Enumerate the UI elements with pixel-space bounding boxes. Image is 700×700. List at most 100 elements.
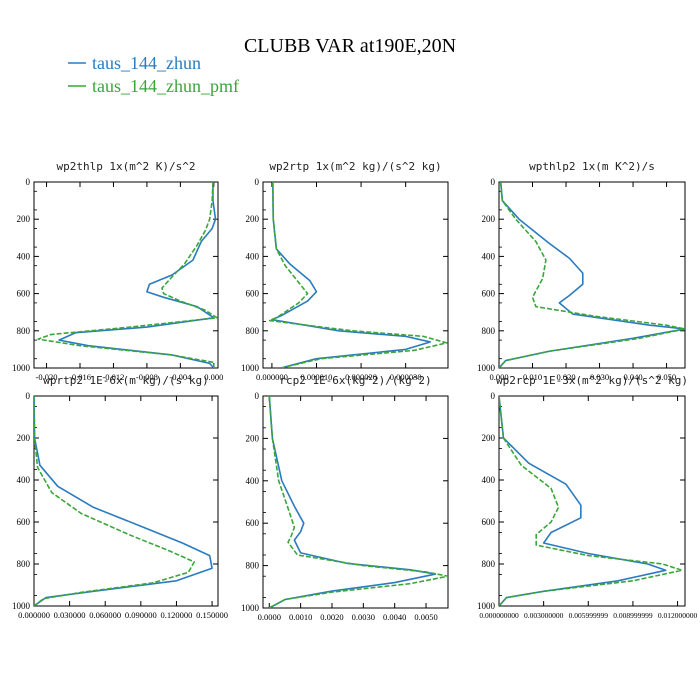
y-tick-label: 200 — [482, 433, 496, 443]
x-tick-label: 0.000010 — [301, 372, 333, 382]
panel-title: wp2rcp 1E-3x(m^2 kg)/(s^2 kg) — [496, 374, 688, 387]
y-tick-label: 1000 — [477, 363, 496, 373]
panel-3: wpthlp2 1x(m K^2)/s 0 200 400 600 800 10000.00… — [477, 160, 686, 382]
series-line-2 — [499, 396, 683, 606]
legend-label-series-1: taus_144_zhun — [92, 53, 201, 73]
y-tick-label: 1000 — [241, 363, 260, 373]
y-tick-label: 800 — [482, 326, 496, 336]
x-tick-label: 0.000000 — [256, 372, 288, 382]
panel-4: wprtp2 1E-6x(m kg)/(s kg) 0 200 400 600 800 10… — [12, 374, 228, 620]
x-tick-label: 0.0000 — [258, 612, 281, 622]
x-tick-label: 0.0020 — [320, 612, 343, 622]
plot-frame — [498, 181, 686, 369]
series-line-2 — [268, 396, 448, 608]
x-tick-label: 0.0040 — [383, 612, 406, 622]
y-tick-label: 0 — [255, 177, 260, 187]
x-tick-label: 0.0010 — [289, 612, 312, 622]
series-line-1 — [499, 182, 685, 368]
panel-6: wp2rcp 1E-3x(m^2 kg)/(s^2 kg)0 200 400 600 8… — [477, 374, 697, 620]
y-tick-label: 0 — [491, 177, 496, 187]
x-tick-label: 0.000000000 — [479, 611, 519, 620]
x-tick-label: 0.050 — [657, 372, 676, 382]
x-tick-label: 0.005999999 — [569, 611, 609, 620]
x-tick-label: -0.016 — [69, 372, 91, 382]
panel-title: rcp2 1E-6x(kg^2)/(kg^2) — [279, 374, 431, 387]
series-line-2 — [34, 396, 196, 606]
y-tick-label: 400 — [246, 251, 260, 261]
plot-frame — [262, 395, 449, 609]
y-tick-label: 600 — [482, 517, 496, 527]
x-tick-label: -0.004 — [169, 372, 192, 382]
series-line-1 — [271, 182, 431, 368]
x-tick-label: 0.020 — [556, 372, 575, 382]
plot-frame — [33, 395, 219, 607]
panel-title: wp2rtp 1x(m^2 kg)/(s^2 kg) — [269, 160, 441, 173]
y-tick-label: 400 — [482, 251, 496, 261]
y-tick-label: 600 — [246, 289, 260, 299]
y-tick-label: 1000 — [477, 601, 496, 611]
panel-title: wpthlp2 1x(m K^2)/s — [529, 160, 655, 173]
x-tick-label: 0.0050 — [414, 612, 437, 622]
series-line-2 — [499, 182, 685, 368]
y-tick-label: 400 — [17, 251, 31, 261]
x-tick-label: 0.012000000 — [658, 611, 698, 620]
y-tick-label: 600 — [482, 289, 496, 299]
x-tick-label: 0.030 — [590, 372, 609, 382]
series-line-1 — [268, 396, 437, 608]
y-tick-label: 1000 — [12, 363, 31, 373]
y-tick-label: 0 — [26, 391, 31, 401]
series-line-1 — [58, 182, 217, 368]
figure-title: CLUBB VAR at190E,20N — [244, 35, 456, 57]
y-tick-label: 200 — [17, 433, 31, 443]
x-tick-label: 0.120000 — [161, 610, 193, 620]
x-tick-label: 0.000 — [204, 372, 223, 382]
x-tick-label: 0.150000 — [196, 610, 228, 620]
y-tick-label: 200 — [482, 214, 496, 224]
x-tick-label: 0.000000 — [18, 610, 50, 620]
panels-grid: wp2thlp 1x(m^2 K)/s^2 0 200 400 600 800 1000 -0… — [12, 160, 697, 622]
y-tick-label: 800 — [17, 326, 31, 336]
y-tick-label: 1000 — [12, 601, 31, 611]
series-line-1 — [34, 396, 213, 606]
x-tick-label: 0.003000000 — [524, 611, 564, 620]
panel-title: wprtp2 1E-6x(m kg)/(s kg) — [43, 374, 209, 387]
plot-frame — [33, 181, 219, 369]
figure-legend: taus_144_zhun taus_144_zhun_pmf — [68, 53, 239, 96]
x-tick-label: -0.020 — [36, 372, 58, 382]
panel-2: wp2rtp 1x(m^2 kg)/(s^2 kg) 0 200 400 600 800 1… — [241, 160, 449, 382]
series-line-2 — [37, 182, 218, 368]
series-line-2 — [268, 182, 448, 368]
y-tick-label: 400 — [17, 475, 31, 485]
y-tick-label: 600 — [17, 517, 31, 527]
x-tick-label: -0.012 — [102, 372, 124, 382]
y-tick-label: 200 — [17, 214, 31, 224]
y-tick-label: 800 — [17, 559, 31, 569]
y-tick-label: 800 — [246, 561, 260, 571]
x-tick-label: 0.008999999 — [613, 611, 653, 620]
y-tick-label: 600 — [17, 289, 31, 299]
x-tick-label: 0.000020 — [345, 372, 377, 382]
x-tick-label: -0.008 — [136, 372, 158, 382]
series-line-1 — [499, 396, 667, 606]
y-tick-label: 1000 — [241, 603, 260, 613]
x-tick-label: 0.030000 — [54, 610, 86, 620]
x-tick-label: 0.060000 — [89, 610, 121, 620]
y-tick-label: 800 — [246, 326, 260, 336]
y-tick-label: 200 — [246, 214, 260, 224]
x-tick-label: 0.040 — [623, 372, 642, 382]
y-tick-label: 200 — [246, 433, 260, 443]
legend-label-series-2: taus_144_zhun_pmf — [92, 76, 239, 96]
y-tick-label: 0 — [26, 177, 31, 187]
x-tick-label: 0.000 — [489, 372, 508, 382]
panel-title: wp2thlp 1x(m^2 K)/s^2 — [56, 160, 195, 173]
panel-1: wp2thlp 1x(m^2 K)/s^2 0 200 400 600 800 1000 -0… — [12, 160, 223, 382]
y-tick-label: 800 — [482, 559, 496, 569]
panel-5: rcp2 1E-6x(kg^2)/(kg^2) 0 200 400 600 800 1000… — [241, 374, 449, 622]
plot-frame — [262, 181, 449, 369]
x-tick-label: 0.010 — [523, 372, 542, 382]
x-tick-label: 0.000030 — [390, 372, 422, 382]
y-tick-label: 400 — [482, 475, 496, 485]
y-tick-label: 0 — [255, 391, 260, 401]
plot-frame — [498, 395, 686, 607]
